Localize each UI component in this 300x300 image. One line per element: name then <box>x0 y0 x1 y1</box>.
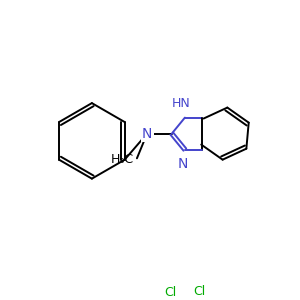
Text: Cl: Cl <box>164 286 177 298</box>
Text: H₃C: H₃C <box>111 153 134 166</box>
Text: HN: HN <box>172 98 191 110</box>
Text: N: N <box>177 157 188 171</box>
Text: N: N <box>142 127 152 141</box>
Text: Cl: Cl <box>193 285 205 298</box>
